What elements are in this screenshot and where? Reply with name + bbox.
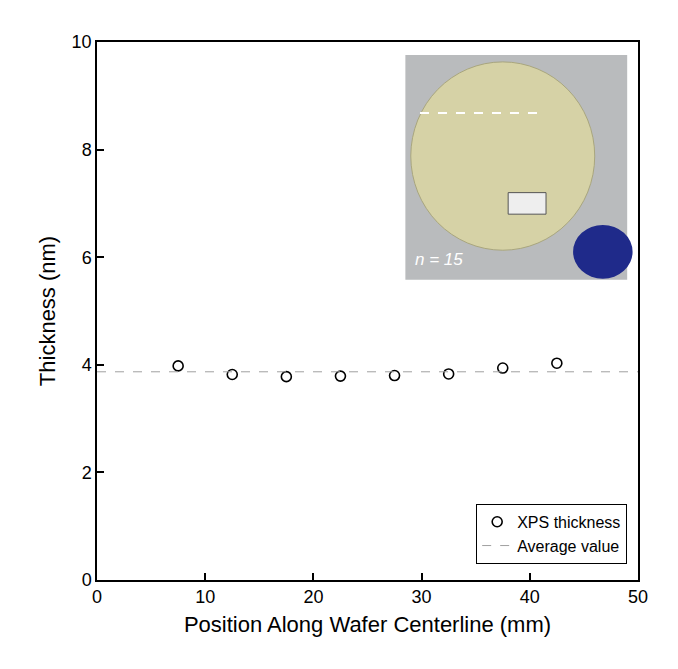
svg-text:Position Along Wafer Centerlin: Position Along Wafer Centerline (mm) — [184, 612, 551, 637]
svg-text:2: 2 — [82, 463, 92, 483]
svg-text:0: 0 — [82, 570, 92, 590]
svg-text:10: 10 — [72, 32, 92, 52]
svg-text:n = 15: n = 15 — [415, 250, 463, 269]
svg-text:50: 50 — [628, 587, 648, 607]
svg-text:Thickness (nm): Thickness (nm) — [35, 236, 60, 386]
svg-text:30: 30 — [412, 587, 432, 607]
svg-text:8: 8 — [82, 140, 92, 160]
svg-text:10: 10 — [195, 587, 215, 607]
svg-text:XPS thickness: XPS thickness — [517, 514, 620, 531]
svg-text:40: 40 — [520, 587, 540, 607]
svg-text:Average value: Average value — [517, 538, 619, 555]
svg-text:4: 4 — [82, 355, 92, 375]
svg-text:6: 6 — [82, 248, 92, 268]
svg-text:20: 20 — [303, 587, 323, 607]
svg-text:0: 0 — [92, 587, 102, 607]
